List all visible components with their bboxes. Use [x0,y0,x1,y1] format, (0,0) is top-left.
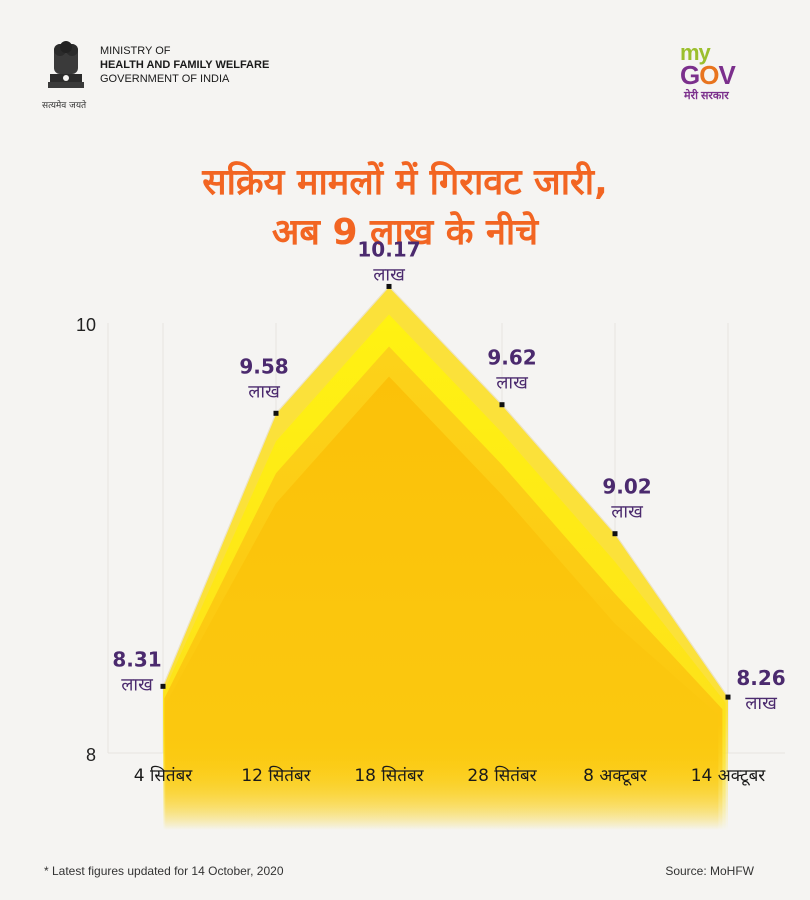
chart-area-layers [162,285,729,830]
footnote: * Latest figures updated for 14 October,… [44,864,284,878]
x-tick-label: 4 सितंबर [134,765,194,786]
data-label-value: 8.26 [736,666,785,690]
data-point [612,531,618,537]
data-label-unit: लाख [496,373,528,394]
ministry-name: MINISTRY OF HEALTH AND FAMILY WELFARE GO… [100,44,269,86]
x-tick-label: 14 अक्टूबर [691,766,767,786]
ministry-line-2: HEALTH AND FAMILY WELFARE [100,59,270,71]
data-label-value: 10.17 [357,237,420,261]
ministry-line-3: GOVERNMENT OF INDIA [100,73,230,85]
data-label-value: 9.62 [487,346,536,370]
mygov-wordmark: my GOV [680,40,760,89]
chart-title-line-2: अब 9 लाख के नीचे [271,212,539,253]
area-layer-core [165,376,719,830]
data-label-value: 9.58 [239,354,288,378]
data-label-unit: लाख [745,693,777,714]
data-point [273,410,279,416]
data-point [160,683,166,689]
mygov-g: G [680,60,700,90]
x-tick-label: 28 सितंबर [467,765,537,786]
ministry-line-1: MINISTRY OF [100,45,171,57]
data-point [725,694,731,700]
chart-title-line-1: सक्रिय मामलों में गिरावट जारी, [202,162,608,203]
mygov-v: V [718,60,735,90]
chart-title: सक्रिय मामलों में गिरावट जारी, अब 9 लाख … [0,158,810,258]
data-point [386,283,392,289]
x-tick-label: 12 सितंबर [241,765,311,786]
y-tick-label: 8 [86,745,96,765]
emblem-caption: सत्यमेव जयते [42,101,87,111]
series-line [162,285,729,698]
data-label-unit: लाख [611,502,643,523]
mygov-tagline: मेरी सरकार [684,90,729,102]
data-label-unit: लाख [373,264,405,285]
mygov-logo: my GOV मेरी सरकार [680,42,760,103]
data-label-unit: लाख [121,674,153,695]
y-tick-label: 10 [76,315,96,335]
data-label-value: 8.31 [112,647,161,671]
x-tick-label: 8 अक्टूबर [583,766,648,786]
x-tick-label: 18 सितंबर [354,765,424,786]
data-point [499,402,505,408]
data-label-value: 9.02 [602,475,651,499]
chart-marks [160,283,731,700]
chart-labels: 8 10 8.31 लाख 9.58 लाख 10.17 लाख 9.62 लाख 9.02 लाख 8… [76,237,786,786]
ministry-header: सत्यमेव जयते MINISTRY OF HEALTH AND FAMI… [42,34,269,111]
source-note: Source: MoHFW [665,864,754,878]
mygov-o: O [699,60,719,90]
mygov-my: my [680,40,711,65]
data-label-unit: लाख [248,381,280,402]
national-emblem-icon [48,41,84,88]
